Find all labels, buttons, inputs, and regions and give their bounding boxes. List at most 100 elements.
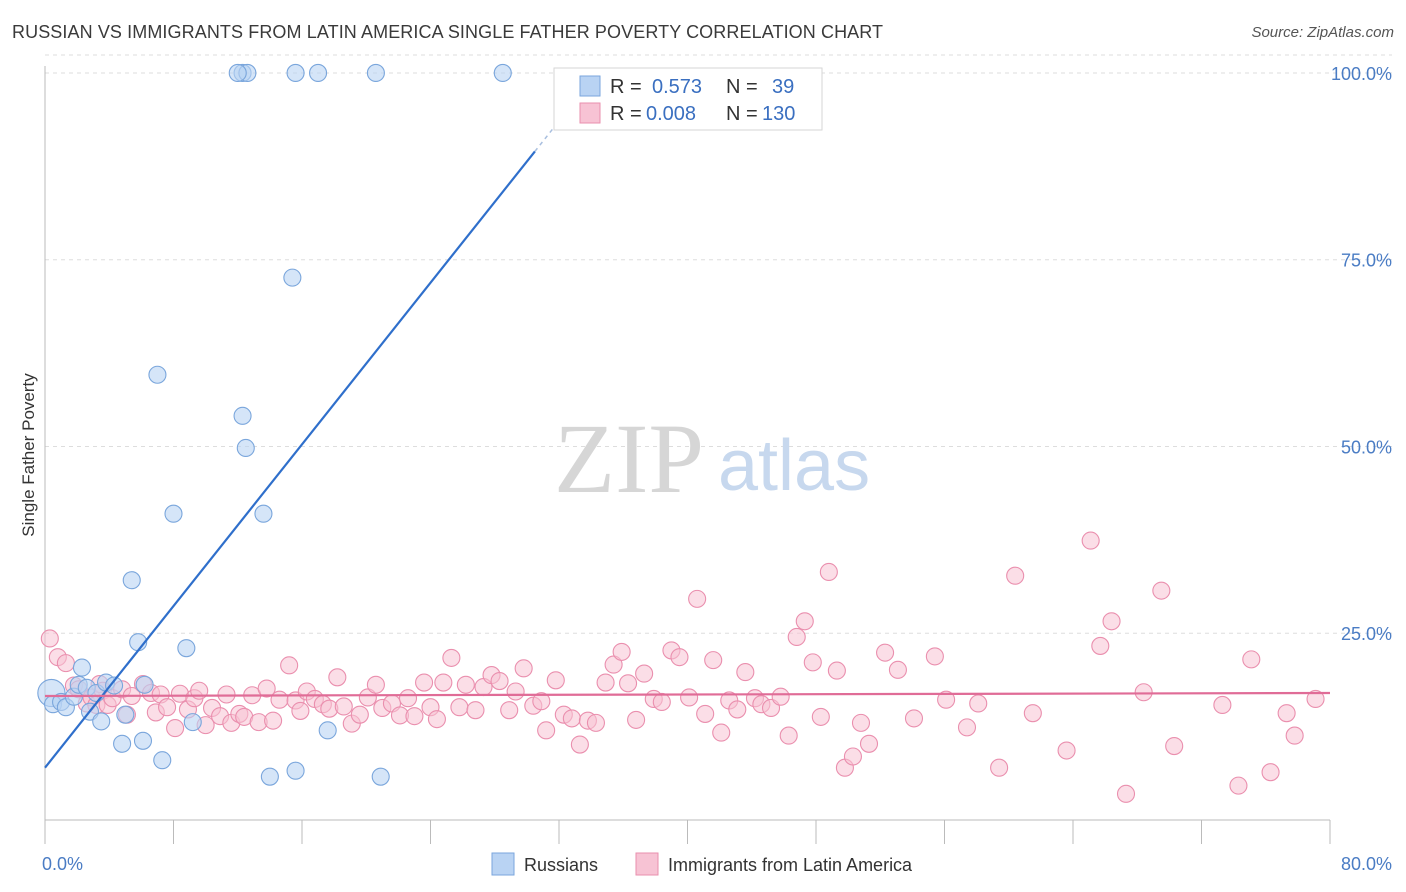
stats-r-value-2: 0.008 [646, 103, 696, 125]
point-immigrants-20 [166, 719, 185, 738]
point-immigrants-128 [1165, 736, 1184, 756]
tick-labels: 25.0% 50.0% 75.0% 100.0% 0.0% 80.0% [42, 64, 1392, 874]
stats-swatch-immigrants [579, 102, 601, 124]
watermark-atlas: atlas [718, 426, 870, 506]
point-immigrants-77 [586, 713, 605, 732]
point-russians-26 [254, 504, 273, 523]
point-immigrants-118 [990, 758, 1009, 777]
point-immigrants-109 [851, 713, 871, 732]
point-immigrants-82 [627, 710, 646, 729]
point-immigrants-74 [562, 709, 581, 728]
legend-swatch-immigrants [635, 852, 659, 876]
point-immigrants-67 [506, 682, 525, 701]
stats-n-value-1: 39 [772, 76, 794, 98]
point-immigrants-122 [1081, 531, 1100, 550]
point-russians-34 [286, 63, 305, 82]
point-immigrants-34 [257, 679, 276, 698]
point-immigrants-53 [398, 689, 418, 708]
point-immigrants-102 [795, 612, 814, 631]
point-immigrants-70 [532, 692, 551, 711]
trend-line-immigrants [44, 691, 1331, 698]
point-immigrants-123 [1091, 636, 1110, 655]
point-immigrants-45 [334, 697, 353, 716]
grid-layer [45, 54, 1392, 634]
point-immigrants-91 [704, 651, 723, 670]
point-immigrants-92 [712, 723, 731, 742]
point-russians-35 [309, 63, 328, 82]
point-immigrants-0 [40, 629, 59, 648]
point-immigrants-47 [350, 705, 369, 724]
y-tick-label-2: 75.0% [1341, 251, 1392, 271]
point-immigrants-2 [56, 654, 75, 673]
y-tick-label-3: 100.0% [1331, 64, 1392, 84]
point-russians-28 [260, 767, 279, 786]
point-russians-6 [72, 658, 91, 677]
point-immigrants-54 [405, 707, 424, 726]
legend-label-russians: Russians [524, 855, 598, 875]
point-immigrants-48 [358, 688, 377, 707]
point-immigrants-36 [270, 690, 289, 709]
point-immigrants-135 [1306, 689, 1325, 709]
point-immigrants-124 [1102, 612, 1121, 631]
point-immigrants-133 [1277, 704, 1296, 723]
point-immigrants-57 [427, 710, 446, 729]
point-immigrants-62 [466, 701, 485, 720]
point-russians-23 [183, 713, 202, 732]
series-immigrants-latin-america-points [40, 531, 1325, 803]
point-immigrants-39 [291, 701, 310, 720]
point-immigrants-106 [827, 661, 846, 680]
point-russians-31 [371, 767, 390, 786]
point-immigrants-134 [1285, 726, 1304, 745]
point-immigrants-129 [1213, 695, 1232, 715]
point-immigrants-49 [366, 675, 385, 694]
point-immigrants-81 [619, 674, 638, 693]
point-immigrants-105 [819, 562, 838, 582]
point-immigrants-85 [652, 692, 671, 712]
point-russians-12 [105, 676, 124, 695]
point-russians-29 [286, 761, 305, 780]
point-immigrants-66 [500, 701, 519, 720]
stats-legend-box: R = 0.573 N = 39 R = 0.008 N = 130 [553, 67, 823, 131]
point-immigrants-90 [696, 704, 715, 723]
point-immigrants-112 [888, 660, 907, 679]
point-immigrants-94 [728, 700, 747, 719]
point-russians-17 [133, 731, 153, 750]
point-immigrants-58 [434, 673, 453, 692]
point-immigrants-55 [415, 673, 434, 692]
point-immigrants-116 [957, 718, 977, 737]
point-immigrants-99 [771, 687, 790, 706]
point-immigrants-87 [670, 648, 689, 667]
legend-label-immigrants: Immigrants from Latin America [668, 855, 913, 875]
chart-source: Source: ZipAtlas.com [1251, 24, 1394, 41]
x-tick-label-1: 80.0% [1341, 854, 1392, 874]
point-immigrants-61 [456, 675, 475, 694]
point-immigrants-19 [158, 698, 177, 717]
point-immigrants-71 [537, 721, 556, 740]
stats-swatch-russians [579, 75, 601, 97]
point-russians-37 [493, 63, 512, 82]
point-immigrants-117 [969, 694, 988, 713]
stats-n-value-2: 130 [762, 103, 795, 125]
point-immigrants-131 [1242, 650, 1261, 669]
point-russians-15 [122, 571, 141, 590]
bottom-legend: Russians Immigrants from Latin America [491, 852, 913, 876]
point-immigrants-113 [904, 709, 924, 728]
point-immigrants-121 [1057, 741, 1076, 760]
legend-swatch-russians [491, 852, 515, 876]
point-immigrants-110 [859, 734, 879, 753]
point-immigrants-72 [546, 671, 565, 690]
point-immigrants-83 [635, 664, 654, 683]
watermark: ZIP atlas [554, 403, 870, 514]
stats-r-value-1: 0.573 [652, 76, 702, 98]
point-immigrants-111 [876, 643, 895, 662]
stats-n-label-2: N = [726, 103, 758, 125]
point-immigrants-132 [1261, 763, 1280, 782]
point-immigrants-100 [779, 726, 798, 745]
point-immigrants-119 [1006, 566, 1025, 585]
stats-r-label-2: R = [610, 103, 642, 125]
point-russians-19 [148, 365, 167, 384]
trend-line-russians [44, 150, 536, 769]
point-immigrants-75 [570, 735, 589, 754]
point-russians-36 [366, 63, 385, 82]
